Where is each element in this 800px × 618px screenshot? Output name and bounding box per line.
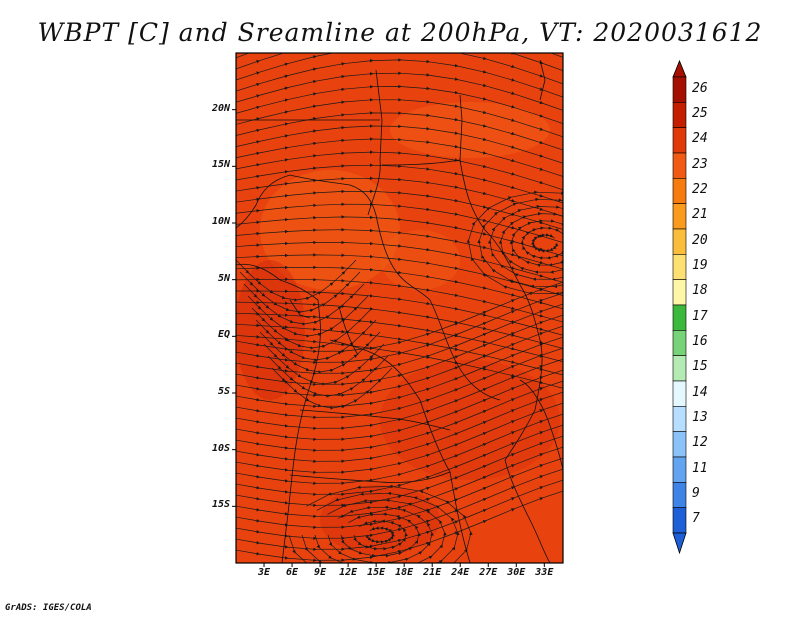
colorbar-swatch	[672, 152, 687, 179]
colorbar-label: 16	[692, 334, 708, 349]
colorbar-swatch	[672, 178, 687, 204]
y-tick-label: 15N	[211, 159, 230, 171]
colorbar-swatch	[672, 380, 687, 407]
colorbar-swatch	[672, 102, 687, 128]
colorbar	[672, 59, 687, 555]
y-tick-label: 15S	[211, 499, 230, 511]
y-tick-label: 10N	[211, 216, 230, 227]
colorbar-swatch	[672, 254, 687, 280]
colorbar-swatch	[672, 76, 687, 103]
x-tick-label: 24E	[451, 567, 470, 578]
x-tick-label: 6E	[286, 567, 299, 578]
colorbar-label: 23	[692, 156, 708, 172]
colorbar-label: 9	[692, 486, 700, 501]
colorbar-label: 19	[692, 258, 708, 273]
hot-patch	[236, 260, 305, 400]
colorbar-label: 7	[692, 511, 700, 527]
colorbar-label: 15	[692, 359, 708, 375]
x-tick-label: 27E	[479, 567, 498, 578]
colorbar-swatch	[672, 330, 687, 356]
x-tick-label: 9E	[314, 567, 327, 578]
colorbar-swatch	[672, 507, 687, 534]
streamline	[271, 367, 393, 410]
x-tick-label: 21E	[423, 567, 442, 578]
x-tick-label: 33E	[535, 567, 554, 578]
colorbar-label: 25	[692, 106, 708, 121]
axis-ticks	[232, 109, 545, 567]
hot-patch	[380, 360, 560, 480]
colorbar-label: 22	[692, 182, 708, 197]
colorbar-swatch	[672, 406, 687, 432]
colorbar-label: 12	[692, 435, 708, 451]
x-tick-label: 3E	[257, 567, 271, 578]
colorbar-label: 24	[692, 131, 708, 147]
colorbar-swatch	[672, 228, 687, 255]
colorbar-label: 17	[692, 308, 708, 324]
y-tick-label: 20N	[211, 102, 230, 114]
credit-label: GrADS: IGES/COLA	[5, 603, 92, 613]
x-tick-label: 12E	[339, 567, 358, 578]
map-title: WBPT [C] and Sreamline at 200hPa, VT: 20…	[37, 18, 763, 47]
colorbar-top-arrow	[672, 59, 687, 78]
country-borders	[236, 59, 563, 563]
colorbar-label: 11	[692, 460, 708, 476]
colorbar-label: 14	[692, 384, 708, 400]
y-tick-label: 10S	[211, 442, 230, 454]
colorbar-swatch	[672, 127, 687, 154]
x-tick-label: 30E	[507, 567, 526, 578]
streamline	[466, 190, 563, 296]
y-tick-label: 5S	[217, 386, 230, 397]
y-tick-label: EQ	[217, 329, 230, 341]
colorbar-swatch	[672, 482, 687, 508]
y-tick-label: 5N	[217, 272, 230, 284]
colorbar-bottom-arrow	[672, 532, 687, 555]
colorbar-swatch	[672, 355, 687, 382]
colorbar-swatch	[672, 456, 687, 483]
colorbar-label: 21	[692, 207, 708, 223]
colorbar-label: 13	[692, 410, 708, 425]
colorbar-label: 26	[692, 80, 708, 96]
colorbar-label: 18	[692, 283, 708, 299]
colorbar-label: 20	[692, 232, 708, 248]
colorbar-swatch	[672, 304, 687, 331]
colorbar-swatch	[672, 431, 687, 458]
colorbar-swatch	[672, 203, 687, 230]
x-tick-label: 18E	[395, 567, 414, 578]
x-tick-label: 15E	[367, 567, 386, 578]
map-frame	[235, 52, 564, 564]
warm-patch	[380, 230, 460, 290]
colorbar-swatch	[672, 279, 687, 306]
